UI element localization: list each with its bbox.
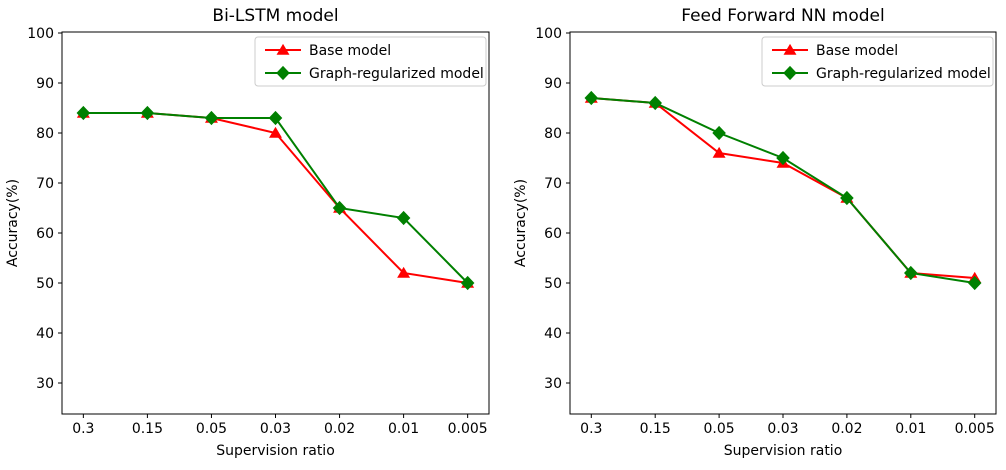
series-marker-1 bbox=[204, 110, 219, 126]
chart-title: Feed Forward NN model bbox=[681, 6, 885, 26]
plot-area bbox=[569, 31, 997, 415]
series-marker-1 bbox=[140, 105, 155, 121]
x-tick-label: 0.15 bbox=[132, 421, 163, 437]
x-tick-label: 0.03 bbox=[260, 421, 291, 437]
y-axis-label: Accuracy(%) bbox=[513, 179, 529, 267]
chart-svg: 30 40 50 60 70 80 90 100 0.3 0.15 0.05 0.03 0.02 0.01… bbox=[5, 6, 490, 459]
legend-entry-0: Base model bbox=[265, 43, 391, 59]
x-tick-label: 0.3 bbox=[72, 421, 94, 437]
y-tick-label: 50 bbox=[36, 276, 54, 292]
series-marker-1 bbox=[76, 105, 91, 121]
series-marker-1 bbox=[712, 125, 726, 141]
legend: Base model Graph-regularized model bbox=[761, 36, 994, 87]
x-tick-label: 0.05 bbox=[196, 421, 227, 437]
series-marker-1 bbox=[460, 275, 475, 291]
series-marker-0 bbox=[712, 146, 726, 158]
series-marker-0 bbox=[269, 126, 282, 138]
y-tick-label: 40 bbox=[36, 326, 54, 342]
legend-label: Base model bbox=[309, 43, 391, 59]
y-tick-label: 70 bbox=[36, 176, 54, 192]
x-axis-label: Supervision ratio bbox=[216, 443, 335, 459]
legend-entry-1: Graph-regularized model bbox=[772, 66, 991, 82]
x-tick-label: 0.02 bbox=[831, 421, 862, 437]
legend-label: Graph-regularized model bbox=[309, 66, 484, 82]
x-tick-label: 0.02 bbox=[324, 421, 355, 437]
chart-panel-bi-lstm: 30 40 50 60 70 80 90 100 0.3 0.15 0.05 0.03 0.02 0.01… bbox=[5, 6, 490, 459]
chart-panel-feed-forward: 30 40 50 60 70 80 90 100 0.3 0.15 0.05 0.03 0.02 0.01… bbox=[503, 0, 1006, 470]
x-tick-label: 0.15 bbox=[640, 421, 671, 437]
series-marker-1 bbox=[332, 200, 347, 216]
y-tick-label: 30 bbox=[36, 376, 54, 392]
legend-box bbox=[254, 36, 487, 87]
y-tick-label: 30 bbox=[544, 376, 562, 392]
y-tick-label: 60 bbox=[544, 226, 562, 242]
x-tick-label: 0.01 bbox=[388, 421, 419, 437]
chart-title: Bi-LSTM model bbox=[212, 6, 338, 26]
y-axis-label: Accuracy(%) bbox=[5, 179, 21, 267]
legend-label: Graph-regularized model bbox=[816, 66, 991, 82]
x-tick-label: 0.005 bbox=[955, 421, 995, 437]
legend: Base model Graph-regularized model bbox=[254, 36, 487, 87]
y-tick-label: 40 bbox=[544, 326, 562, 342]
series-marker-1 bbox=[776, 150, 790, 166]
series-marker-1 bbox=[268, 110, 283, 126]
plot-area bbox=[61, 31, 490, 415]
legend-label: Base model bbox=[816, 43, 898, 59]
legend-box bbox=[761, 36, 994, 87]
legend-marker bbox=[783, 43, 797, 55]
series-marker-1 bbox=[584, 90, 599, 106]
legend-marker bbox=[276, 43, 290, 55]
x-tick-label: 0.01 bbox=[895, 421, 926, 437]
chart-svg: 30 40 50 60 70 80 90 100 0.3 0.15 0.05 0.03 0.02 0.01… bbox=[513, 6, 997, 459]
y-tick-label: 80 bbox=[36, 126, 54, 142]
y-tick-label: 100 bbox=[535, 26, 562, 42]
x-tick-label: 0.3 bbox=[580, 421, 602, 437]
series-marker-1 bbox=[648, 95, 662, 111]
legend-marker bbox=[783, 65, 797, 81]
x-tick-label: 0.005 bbox=[448, 421, 488, 437]
legend-entry-0: Base model bbox=[772, 43, 898, 59]
y-tick-label: 80 bbox=[544, 126, 562, 142]
y-tick-label: 70 bbox=[544, 176, 562, 192]
x-tick-label: 0.05 bbox=[704, 421, 735, 437]
legend-entry-1: Graph-regularized model bbox=[265, 66, 484, 82]
series-marker-1 bbox=[396, 210, 411, 226]
series-marker-1 bbox=[904, 265, 918, 281]
y-tick-label: 60 bbox=[36, 226, 54, 242]
y-tick-label: 50 bbox=[544, 276, 562, 292]
y-tick-label: 100 bbox=[27, 26, 54, 42]
series-marker-1 bbox=[840, 190, 854, 206]
series-marker-0 bbox=[397, 266, 411, 278]
x-tick-label: 0.03 bbox=[767, 421, 798, 437]
y-tick-label: 90 bbox=[544, 76, 562, 92]
y-tick-label: 90 bbox=[36, 76, 54, 92]
x-axis-label: Supervision ratio bbox=[724, 443, 843, 459]
series-marker-1 bbox=[967, 275, 982, 291]
legend-marker bbox=[276, 65, 290, 81]
